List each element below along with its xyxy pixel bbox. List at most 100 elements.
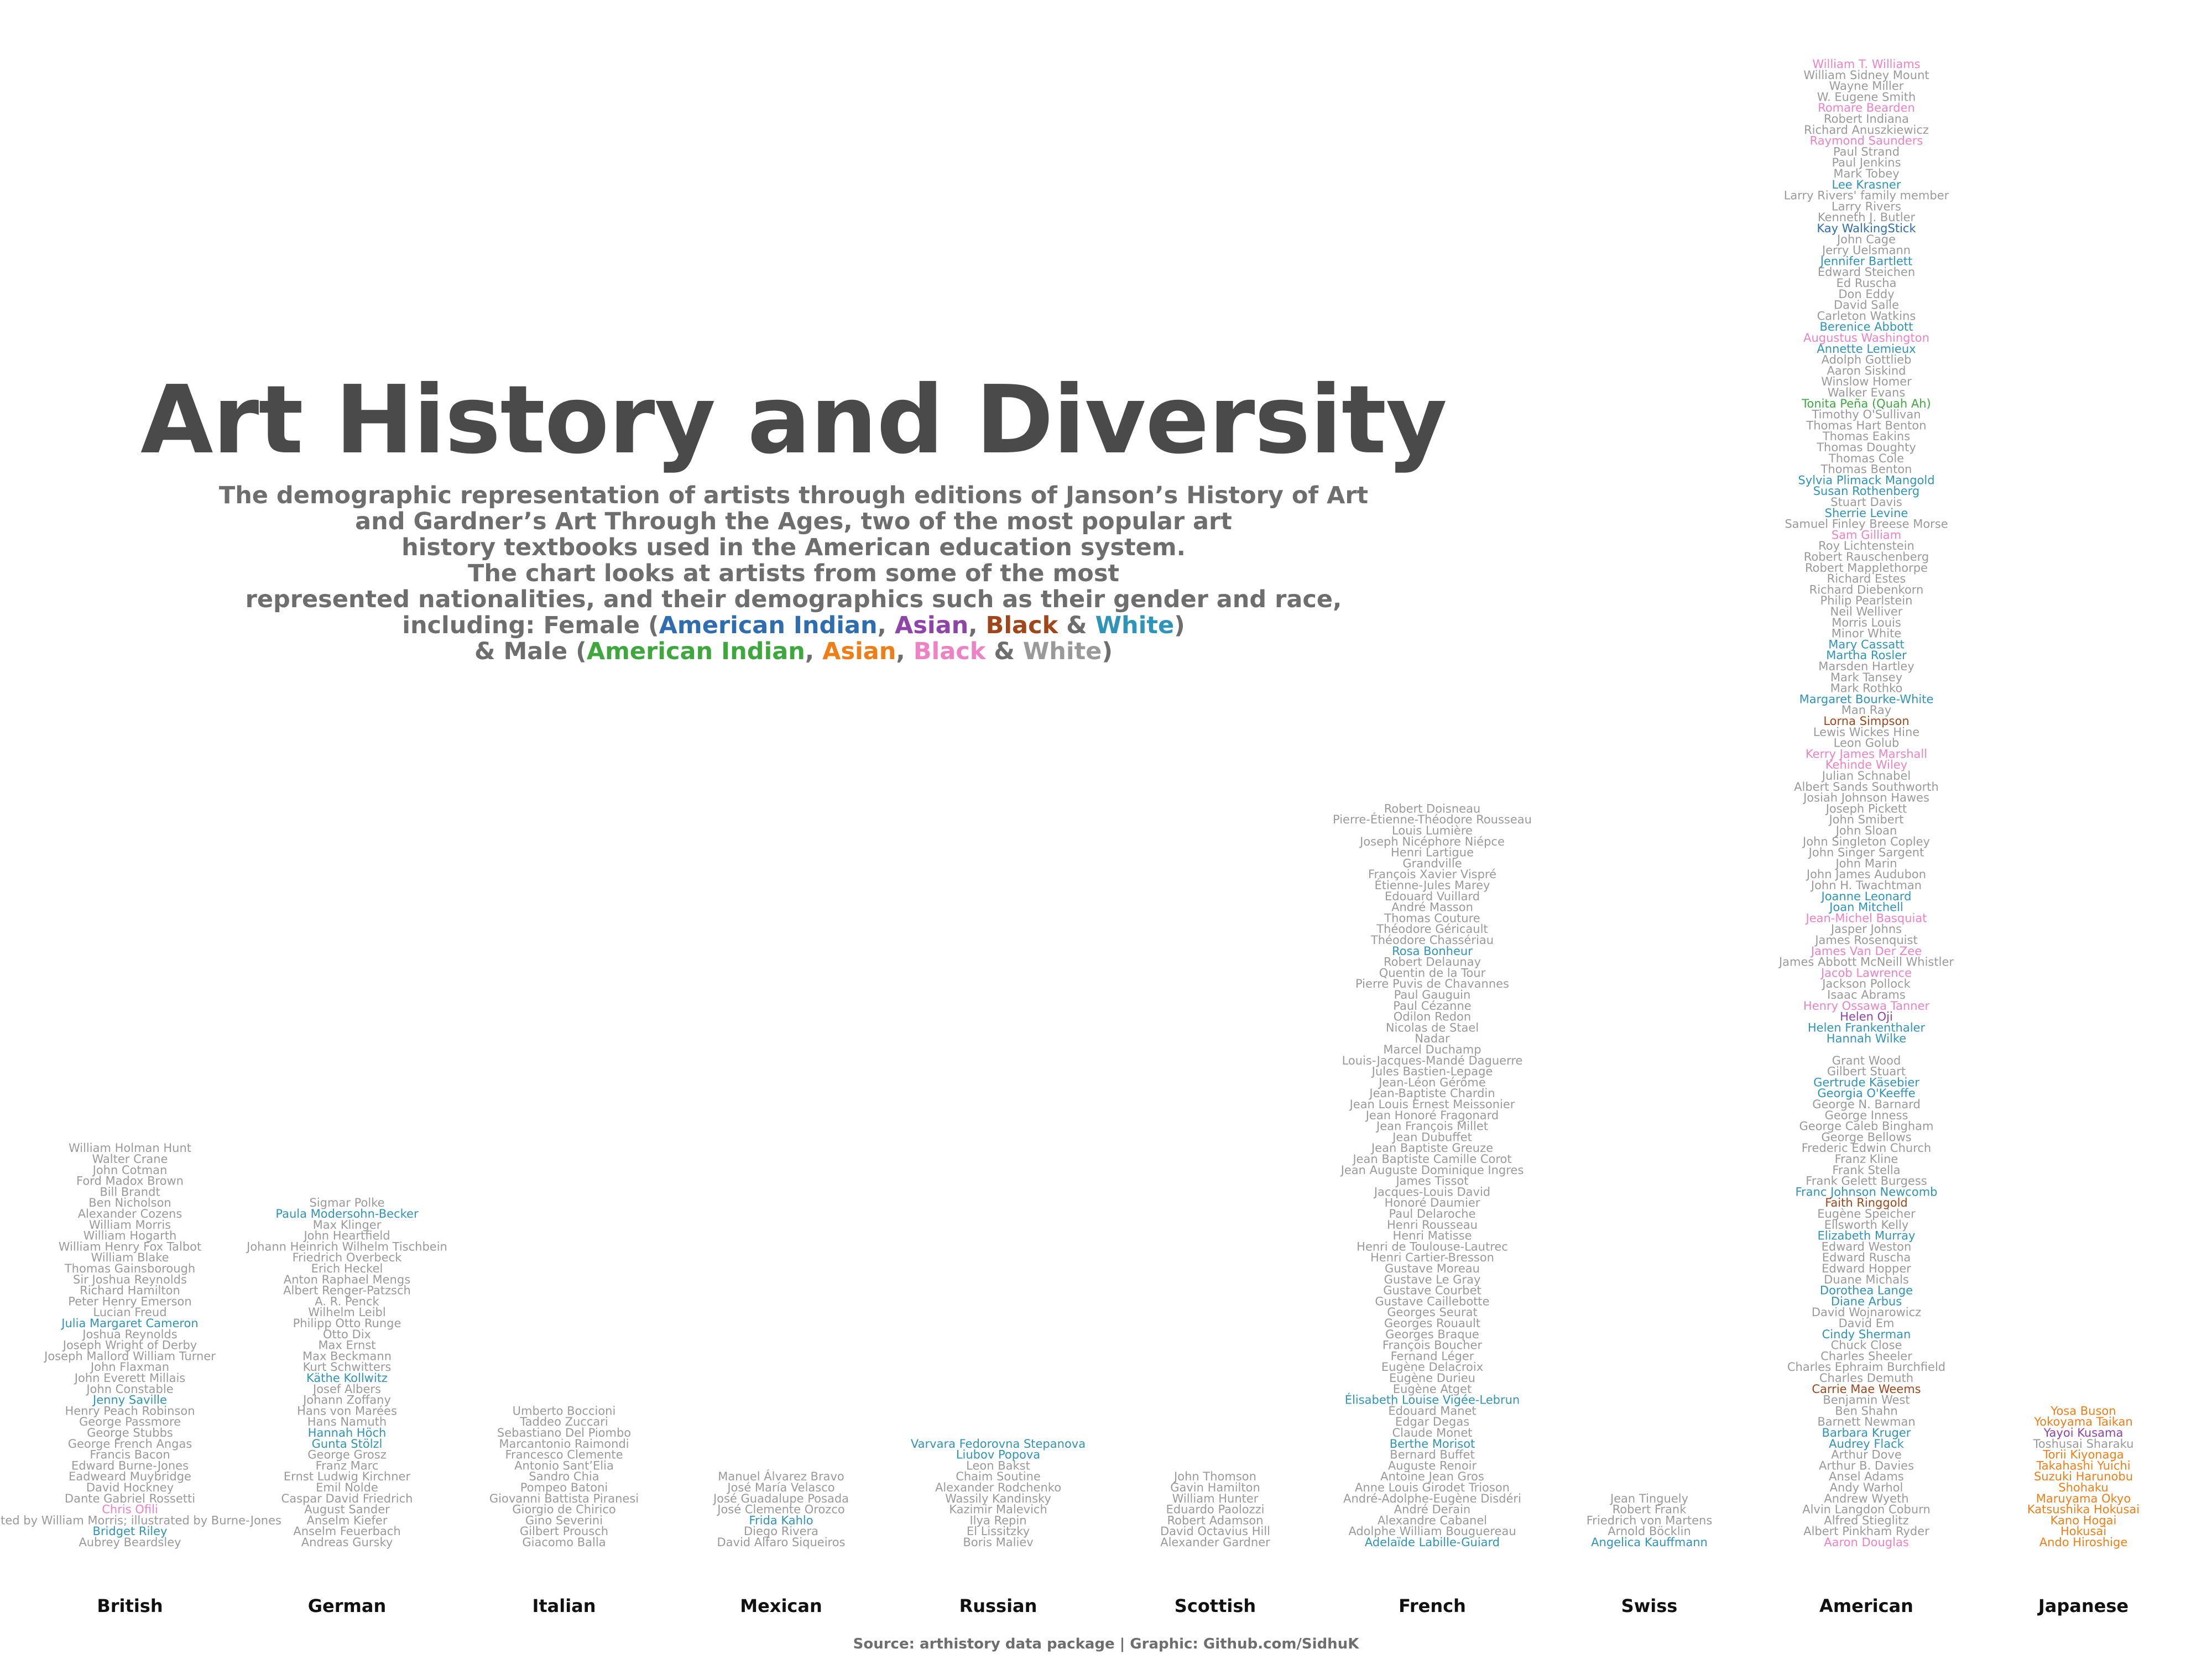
artist-name: Thomas Benton — [1820, 463, 1912, 476]
artist-name: Robert Mapplethorpe — [1805, 561, 1928, 575]
artist-name: José Guadalupe Posada — [712, 1492, 849, 1505]
legend-item: Asian — [894, 612, 969, 639]
artist-name: Angelica Kauffmann — [1591, 1536, 1708, 1549]
artist-name: Thomas Doughty — [1816, 441, 1916, 454]
artist-name: Richard Estes — [1827, 572, 1906, 586]
subtitle-line: history textbooks used in the American e… — [401, 534, 1186, 561]
artist-name: David Salle — [1834, 299, 1899, 312]
artist-name: André-Adolphe-Eugène Disdéri — [1343, 1492, 1521, 1505]
artist-name: John Singleton Copley — [1802, 835, 1930, 848]
artist-name: Sandro Chia — [529, 1470, 599, 1483]
artist-name: Jasper Johns — [1830, 922, 1902, 936]
artist-name: Kano Hogai — [2051, 1514, 2117, 1527]
legend-item: White — [1022, 638, 1102, 665]
artist-name: Quentin de la Tour — [1379, 966, 1486, 979]
artist-name: Eadweard Muybridge — [69, 1470, 191, 1483]
artist-name: Don Eddy — [1838, 288, 1894, 301]
artist-name: Dorothea Lange — [1820, 1284, 1913, 1297]
artist-name: José Clemente Orozco — [716, 1503, 844, 1516]
nationality-axis-labels: British German Italian Mexican Russian Scotti… — [97, 1595, 2128, 1616]
artist-name: Giovanni Battista Piranesi — [489, 1492, 639, 1505]
artist-name: David Alfaro Siqueiros — [717, 1536, 846, 1549]
artist-name: John Cage — [1836, 233, 1896, 246]
artist-name: Samuel Finley Breese Morse — [1785, 518, 1948, 531]
artist-name: James Tissot — [1395, 1175, 1468, 1188]
artist-name: Augustus Washington — [1803, 331, 1929, 345]
artist-name: Carleton Watkins — [1817, 309, 1916, 322]
artist-name: Kay WalkingStick — [1817, 222, 1916, 235]
artist-name: Robert Delaunay — [1384, 956, 1481, 969]
artist-name: Eugène Speicher — [1817, 1207, 1916, 1220]
artist-name: Thomas Cole — [1828, 452, 1904, 465]
artist-name: Andrew Wyeth — [1824, 1492, 1908, 1505]
artist-name: Gino Severini — [525, 1514, 603, 1527]
artist-name: Henri Rousseau — [1387, 1218, 1478, 1232]
artist-name: Katsushika Hokusai — [2027, 1503, 2140, 1516]
artist-name: John Smibert — [1828, 813, 1903, 826]
artist-name: Josiah Johnson Hawes — [1802, 791, 1929, 805]
artist-name: Ben Nicholson — [88, 1196, 171, 1209]
artist-name: Martha Rosler — [1826, 649, 1907, 662]
artist-name: Shohaku — [2058, 1481, 2109, 1494]
artist-name: William Morris — [89, 1218, 171, 1232]
legend-separator: , — [896, 638, 914, 665]
artist-name: David Em — [1838, 1317, 1894, 1330]
subtitle-line: and Gardner’s Art Through the Ages, two … — [355, 508, 1232, 535]
artist-name: Timothy O'Sullivan — [1811, 408, 1921, 421]
artist-name: Jenny Saville — [92, 1394, 167, 1407]
artist-name: Odilon Redon — [1394, 1010, 1471, 1024]
artist-name: Morris Louis — [1832, 616, 1901, 629]
artist-name: William T. Williams — [1812, 58, 1920, 71]
artist-name: Jean-Michel Basquiat — [1805, 911, 1927, 925]
nationality-label: American — [1819, 1595, 1913, 1616]
artist-name: Thomas Gainsborough — [64, 1262, 195, 1275]
artist-name: John Cotman — [92, 1164, 168, 1177]
artist-name: Paul Jenkins — [1832, 156, 1901, 169]
artist-name: Annette Lemieux — [1817, 342, 1916, 356]
artist-name: Mary Cassatt — [1828, 638, 1904, 651]
artist-name: Thomas Eakins — [1822, 430, 1910, 443]
artist-name: Fernand Léger — [1391, 1349, 1474, 1363]
artist-name: Joseph Wright of Derby — [62, 1339, 197, 1352]
artist-name: Leon Golub — [1834, 737, 1900, 750]
artist-name: Sylvia Plimack Mangold — [1798, 473, 1934, 487]
artist-name: Paul Cézanne — [1393, 999, 1471, 1013]
artist-name: Mark Rothko — [1830, 682, 1903, 695]
artist-name: Claude Monet — [1392, 1426, 1472, 1439]
artist-name: George N. Barnard — [1812, 1098, 1921, 1111]
artist-name: Aaron Siskind — [1827, 364, 1906, 377]
artist-name: Marcantonio Raimondi — [499, 1437, 629, 1451]
artist-name: Berenice Abbott — [1819, 320, 1913, 333]
artist-name: Marcel Duchamp — [1383, 1043, 1481, 1056]
artist-name: Marsden Hartley — [1818, 660, 1914, 673]
artist-name: Paul Strand — [1833, 145, 1900, 158]
artist-name: Jean Auguste Dominique Ingres — [1340, 1164, 1524, 1177]
artist-name: Duane Michals — [1824, 1273, 1909, 1286]
artist-name: Ando Hiroshige — [2039, 1536, 2128, 1549]
artist-name: Frank Stella — [1832, 1164, 1900, 1177]
artist-name: François Boucher — [1383, 1339, 1483, 1352]
artist-name: José María Velasco — [726, 1481, 834, 1494]
artist-name: Takahashi Yuichi — [2036, 1459, 2130, 1472]
artist-name: William Blake — [91, 1251, 169, 1264]
artist-name: André Derain — [1394, 1503, 1471, 1516]
artist-name: Charles Demuth — [1819, 1371, 1913, 1385]
artist-name: William Henry Fox Talbot — [59, 1240, 202, 1253]
artist-name: John Heartfield — [302, 1229, 390, 1243]
artist-name: Gustave Caillebotte — [1375, 1295, 1489, 1308]
artist-name: Robert Frank — [1613, 1503, 1687, 1516]
nationality-label: Scottish — [1175, 1595, 1256, 1616]
artist-name: Jean François Millet — [1375, 1120, 1488, 1133]
artist-name: Pompeo Batoni — [520, 1481, 608, 1494]
artist-name: Antonio Sant’Elia — [514, 1459, 614, 1472]
artist-name: Walter Crane — [92, 1152, 168, 1166]
artist-name: Charles Ephraim Burchfield — [1787, 1360, 1945, 1374]
artist-name: Andy Warhol — [1830, 1481, 1903, 1494]
legend-separator: , — [877, 612, 895, 639]
artist-name: Gertrude Käsebier — [1813, 1076, 1919, 1089]
